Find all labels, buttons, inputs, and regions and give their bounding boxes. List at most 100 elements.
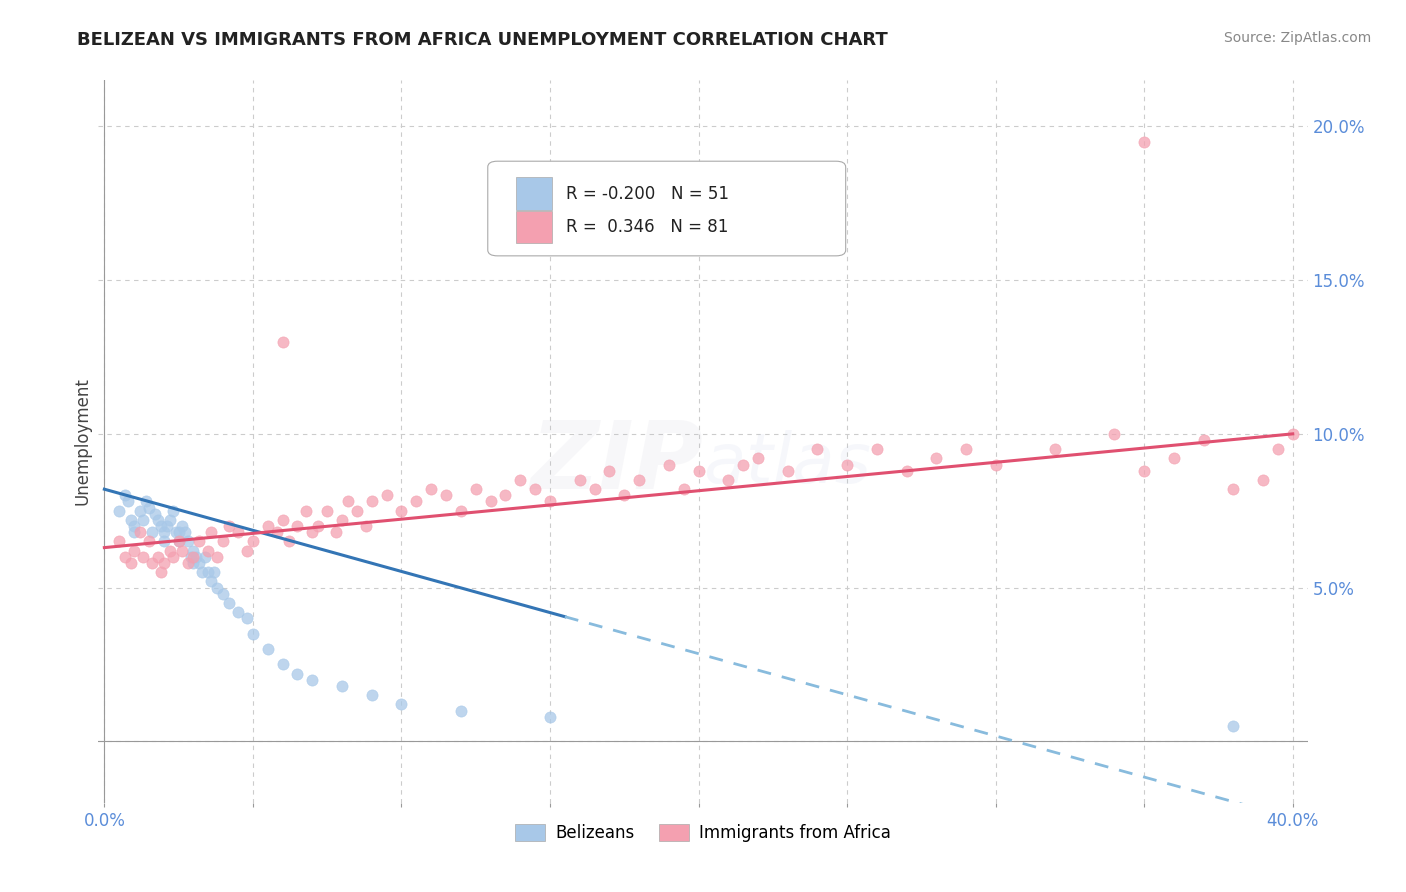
Point	[141, 556, 163, 570]
Point	[391, 698, 413, 712]
Point	[138, 534, 160, 549]
Point	[391, 504, 413, 518]
Point	[1192, 433, 1215, 447]
Point	[1222, 482, 1244, 496]
Point	[170, 543, 193, 558]
Point	[509, 473, 531, 487]
Point	[132, 513, 155, 527]
Text: R =  0.346   N = 81: R = 0.346 N = 81	[567, 218, 728, 235]
Point	[138, 500, 160, 515]
Point	[167, 525, 190, 540]
Point	[226, 525, 249, 540]
Point	[191, 565, 214, 579]
Point	[307, 519, 329, 533]
Point	[141, 525, 163, 540]
Point	[434, 488, 457, 502]
Point	[733, 458, 755, 472]
Point	[464, 482, 486, 496]
FancyBboxPatch shape	[516, 211, 551, 243]
Point	[613, 488, 636, 502]
Point	[568, 473, 591, 487]
FancyBboxPatch shape	[488, 161, 845, 256]
Point	[1104, 426, 1126, 441]
Point	[200, 574, 222, 589]
Point	[1281, 426, 1303, 441]
Point	[143, 507, 166, 521]
Point	[925, 451, 948, 466]
Point	[159, 543, 181, 558]
Point	[183, 549, 205, 564]
Point	[212, 587, 235, 601]
Point	[360, 688, 382, 702]
Point	[207, 549, 229, 564]
Point	[658, 458, 681, 472]
Point	[129, 525, 152, 540]
Point	[776, 464, 799, 478]
Point	[336, 494, 359, 508]
Point	[984, 458, 1007, 472]
Point	[866, 442, 889, 457]
Point	[405, 494, 427, 508]
Point	[538, 709, 561, 723]
Point	[162, 504, 184, 518]
Point	[271, 334, 294, 349]
Point	[628, 473, 651, 487]
Point	[301, 525, 323, 540]
Point	[538, 494, 561, 508]
Point	[835, 458, 858, 472]
Point	[450, 704, 472, 718]
Point	[271, 657, 294, 672]
Point	[583, 482, 606, 496]
Point	[114, 488, 136, 502]
Point	[1222, 719, 1244, 733]
Point	[129, 504, 152, 518]
Point	[242, 534, 264, 549]
Point	[450, 504, 472, 518]
Point	[167, 534, 190, 549]
Point	[1267, 442, 1289, 457]
Point	[218, 519, 240, 533]
Point	[301, 673, 323, 687]
Point	[135, 494, 157, 508]
Point	[159, 513, 181, 527]
Point	[156, 519, 179, 533]
Point	[122, 543, 145, 558]
Point	[236, 543, 259, 558]
Point	[316, 504, 339, 518]
Point	[1251, 473, 1274, 487]
Point	[1133, 464, 1156, 478]
Point	[186, 549, 208, 564]
Point	[266, 525, 288, 540]
Point	[479, 494, 502, 508]
Point	[420, 482, 443, 496]
Point	[176, 534, 198, 549]
Point	[146, 549, 169, 564]
Point	[117, 494, 139, 508]
Point	[277, 534, 299, 549]
Point	[207, 581, 229, 595]
Point	[120, 513, 142, 527]
Point	[287, 666, 309, 681]
Point	[152, 525, 174, 540]
Point	[955, 442, 977, 457]
Point	[1163, 451, 1185, 466]
Point	[598, 464, 620, 478]
Point	[330, 679, 353, 693]
Point	[183, 543, 205, 558]
Point	[271, 513, 294, 527]
Point	[236, 611, 259, 625]
Point	[688, 211, 710, 226]
Point	[256, 642, 278, 657]
Point	[180, 549, 202, 564]
Point	[287, 519, 309, 533]
FancyBboxPatch shape	[516, 178, 551, 210]
Point	[114, 549, 136, 564]
Point	[218, 596, 240, 610]
Text: atlas: atlas	[703, 430, 870, 497]
Point	[202, 565, 225, 579]
Point	[162, 549, 184, 564]
Point	[524, 482, 547, 496]
Point	[242, 626, 264, 640]
Point	[120, 556, 142, 570]
Point	[188, 556, 211, 570]
